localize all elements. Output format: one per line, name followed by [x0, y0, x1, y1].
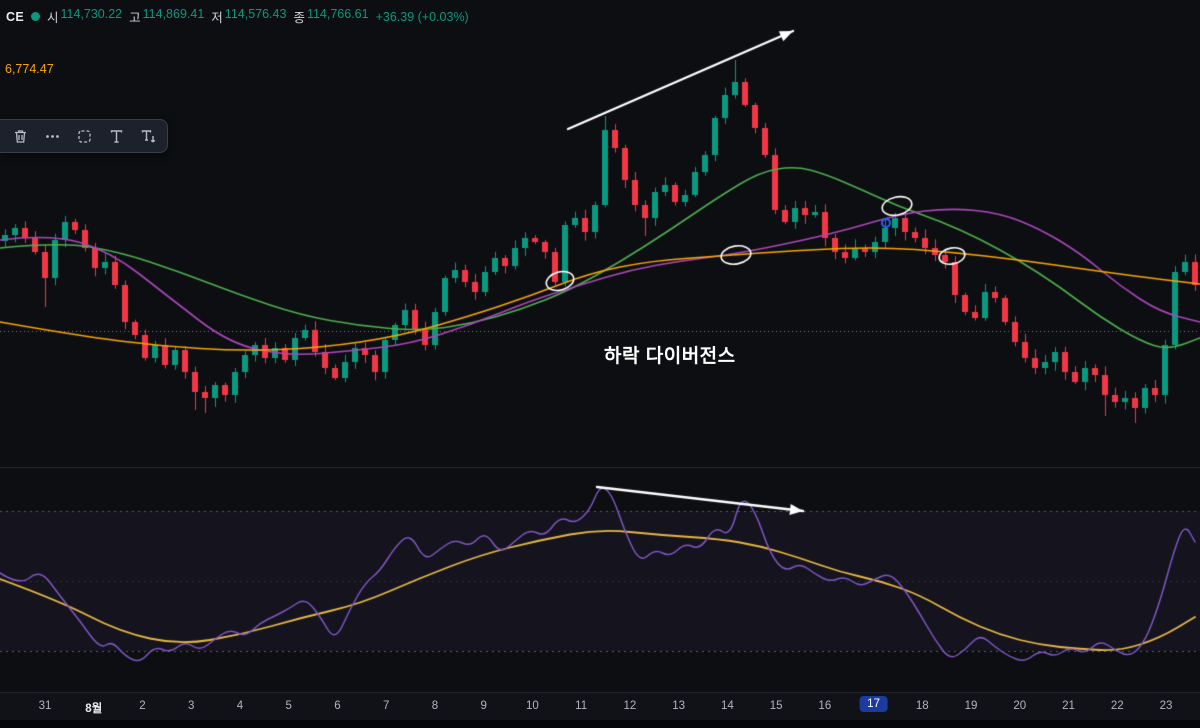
time-axis-label: 19	[964, 700, 978, 712]
time-axis-label: 4	[236, 700, 244, 712]
time-axis-label: 18	[915, 700, 929, 712]
time-axis-label: 3	[188, 700, 195, 712]
time-axis[interactable]: 31 8월 2 3 4 5 6 7 8 9 10 11 12 13 14 15 16 17 18 19 20 21 22 23	[0, 692, 1200, 721]
drawing-toolbar	[0, 119, 168, 153]
text-tool-icon[interactable]	[102, 123, 131, 149]
time-axis-label: 9	[480, 700, 487, 712]
ohlc-low: 저 114,576.43	[211, 7, 286, 26]
time-axis-label: 11	[575, 700, 588, 712]
shape-icon[interactable]	[70, 123, 99, 149]
rsi-indicator-panel[interactable]	[0, 467, 1200, 692]
rsi-canvas[interactable]	[0, 468, 1200, 692]
time-axis-label: 13	[672, 700, 686, 712]
time-axis-label: 12	[623, 700, 637, 712]
time-axis-label: 15	[769, 700, 783, 712]
time-axis-label: 20	[1013, 700, 1027, 712]
close-label: 종	[293, 11, 305, 25]
time-axis-label: 8월	[85, 703, 103, 715]
ohlc-open: 시 114,730.22	[47, 7, 122, 26]
anchored-text-icon[interactable]	[134, 123, 163, 149]
bottom-strip	[0, 720, 1200, 728]
low-label: 저	[211, 11, 223, 25]
trash-icon[interactable]	[6, 123, 35, 149]
market-status-icon	[30, 12, 40, 21]
time-axis-label: 8	[431, 700, 439, 712]
ohlc-high: 고 114,869.41	[129, 7, 204, 26]
ma-legend-value: 6,774.47	[5, 62, 54, 76]
high-value: 114,869.41	[142, 7, 205, 21]
candlestick-canvas[interactable]	[0, 0, 1200, 466]
divergence-annotation-label[interactable]: 하락 다이버전스	[604, 346, 736, 367]
symbol-legend: CE 시 114,730.22 고 114,869.41 저 114,576.4…	[6, 7, 469, 26]
open-label: 시	[46, 11, 59, 25]
time-axis-label: 23	[1159, 700, 1173, 712]
change-value: +36.39 (+0.03%)	[375, 9, 469, 24]
time-axis-label: 14	[720, 700, 734, 712]
time-axis-label: 16	[818, 700, 832, 712]
main-price-chart[interactable]	[0, 0, 1200, 466]
time-axis-label: 7	[382, 700, 390, 712]
symbol-name[interactable]: CE	[6, 9, 24, 24]
time-axis-label: 10	[525, 700, 539, 712]
low-value: 114,576.43	[224, 7, 287, 21]
time-axis-label: 2	[139, 700, 146, 712]
high-label: 고	[129, 11, 141, 25]
more-options-icon[interactable]	[38, 123, 67, 149]
time-axis-label: 31	[38, 700, 52, 712]
ohlc-close: 종 114,766.61	[293, 7, 368, 26]
open-value: 114,730.22	[60, 7, 123, 21]
time-axis-label: 6	[334, 700, 341, 712]
time-axis-label: 5	[285, 700, 292, 712]
close-value: 114,766.61	[306, 7, 369, 21]
time-axis-label-highlighted: 17	[859, 696, 888, 712]
time-axis-label: 22	[1110, 700, 1124, 712]
time-axis-label: 21	[1062, 700, 1075, 712]
